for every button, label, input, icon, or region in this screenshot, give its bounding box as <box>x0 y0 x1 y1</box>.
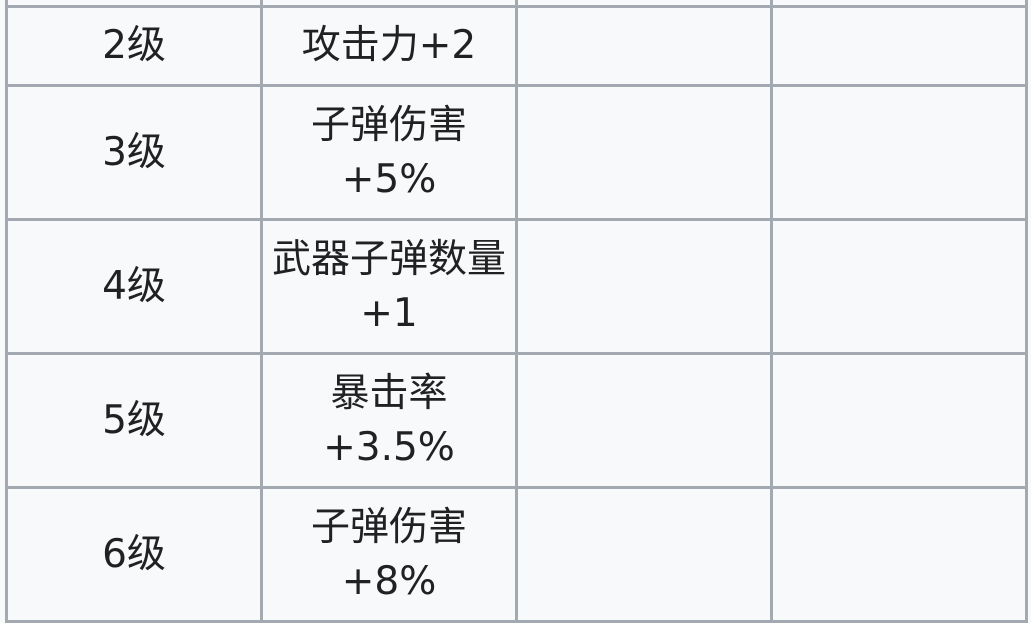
level-table: 2级 攻击力+2 3级 子弹伤害+5% 4级 武器子弹数量+1 5级 暴击率+3… <box>5 0 1028 623</box>
effect-cell: 子弹伤害+8% <box>260 486 518 623</box>
empty-cell <box>770 352 1028 489</box>
empty-cell <box>515 352 773 489</box>
effect-cell: 暴击率+3.5% <box>260 352 518 489</box>
empty-cell <box>770 486 1028 623</box>
level-cell: 3级 <box>5 84 263 221</box>
table-row: 4级 武器子弹数量+1 <box>5 218 1028 355</box>
empty-cell <box>515 5 773 87</box>
empty-cell <box>515 84 773 221</box>
level-cell: 2级 <box>5 5 263 87</box>
effect-cell: 攻击力+2 <box>260 5 518 87</box>
level-cell: 5级 <box>5 352 263 489</box>
effect-cell: 子弹伤害+5% <box>260 84 518 221</box>
level-cell: 4级 <box>5 218 263 355</box>
level-cell: 6级 <box>5 486 263 623</box>
table-row: 3级 子弹伤害+5% <box>5 84 1028 221</box>
table-row: 2级 攻击力+2 <box>5 5 1028 87</box>
table-row: 5级 暴击率+3.5% <box>5 352 1028 489</box>
effect-cell: 武器子弹数量+1 <box>260 218 518 355</box>
empty-cell <box>515 486 773 623</box>
empty-cell <box>770 84 1028 221</box>
empty-cell <box>770 218 1028 355</box>
table-row-partial <box>5 0 1028 8</box>
table-row: 6级 子弹伤害+8% <box>5 486 1028 623</box>
empty-cell <box>770 5 1028 87</box>
empty-cell <box>515 218 773 355</box>
